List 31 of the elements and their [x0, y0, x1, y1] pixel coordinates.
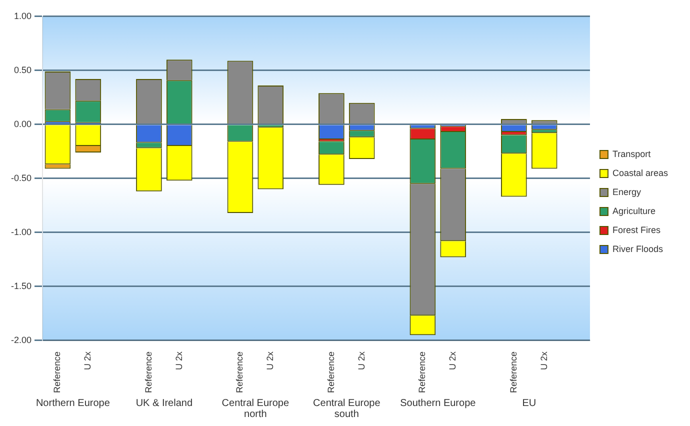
x-tick-label: U 2x — [448, 350, 458, 370]
text: Central Europe south — [313, 398, 381, 420]
x-tick-label: U 2x — [174, 350, 184, 370]
x-tick-label: Reference — [234, 351, 245, 394]
x-tick-label: Reference — [508, 351, 518, 394]
y-tick-label: -1.50 — [11, 280, 32, 291]
y-tick-label: -0.50 — [11, 172, 32, 183]
text: EU — [522, 398, 536, 409]
x-tick-label: U 2x — [265, 350, 276, 370]
legend-label: Energy — [612, 186, 642, 197]
y-tick-label: 0.00 — [14, 118, 32, 129]
y-tick-label: -1.00 — [11, 226, 32, 237]
text: Southern Europe — [400, 398, 476, 409]
text: UK & Ireland — [136, 398, 193, 409]
y-tick-label: 1.00 — [14, 10, 32, 21]
legend-label: River Floods — [612, 244, 664, 254]
text: Central Europe north — [222, 398, 290, 420]
x-tick-label: Reference — [326, 351, 336, 394]
x-tick-label: Reference — [143, 351, 154, 394]
y-tick-label: -2.00 — [11, 334, 32, 345]
legend-label: Agriculture — [612, 206, 656, 216]
legend-label: Transport — [612, 148, 652, 159]
text: Northern Europe — [36, 398, 110, 409]
x-tick-label: Reference — [52, 351, 62, 394]
x-tick-label: Reference — [417, 351, 428, 394]
x-tick-label: U 2x — [82, 350, 93, 370]
x-tick-label: U 2x — [356, 350, 366, 370]
x-tick-label: U 2x — [538, 350, 549, 370]
y-tick-label: 0.50 — [14, 64, 32, 75]
legend-label: Coastal areas — [612, 168, 668, 178]
legend-label: Forest Fires — [612, 224, 661, 235]
